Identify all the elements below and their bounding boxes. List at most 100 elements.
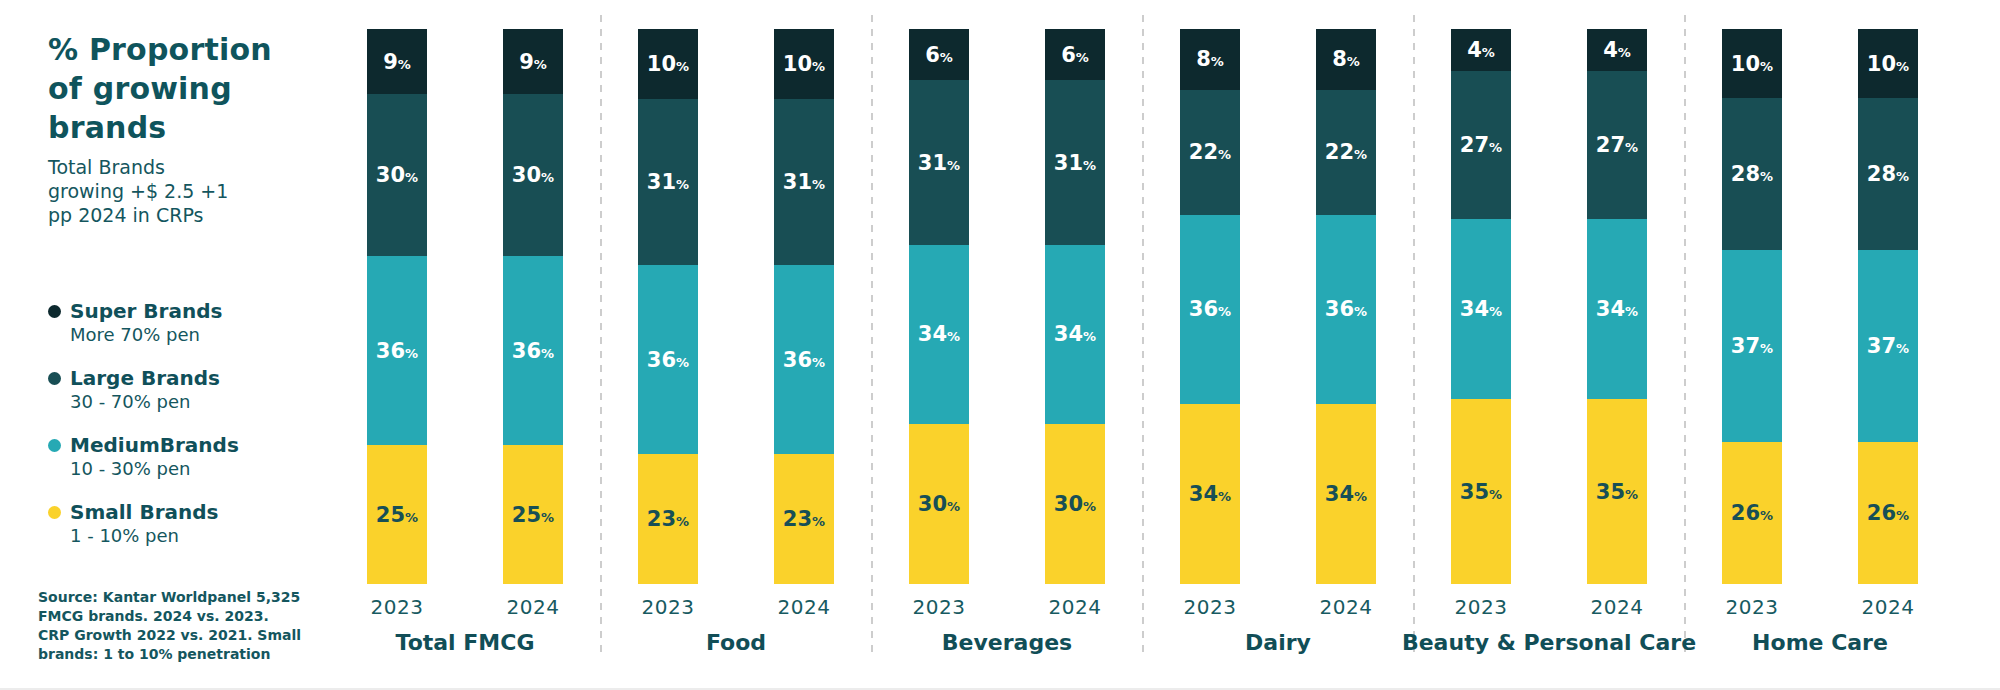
segment-value-label: 26% <box>1867 501 1909 525</box>
segment-value-label: 10% <box>647 52 689 76</box>
category-label: Home Care <box>1752 630 1888 655</box>
year-label: 2023 <box>909 595 969 619</box>
bar-segment: 9% <box>367 29 427 94</box>
stacked-bar: 8%22%36%34% <box>1180 29 1240 584</box>
year-label: 2024 <box>1587 595 1647 619</box>
bar-segment: 26% <box>1858 442 1918 584</box>
bar-segment: 34% <box>1587 219 1647 399</box>
bar-segment: 23% <box>774 454 834 584</box>
bar-segment: 36% <box>638 265 698 454</box>
bar-segment: 22% <box>1316 90 1376 215</box>
stacked-bar: 6% 31% 34% 30% <box>1045 29 1105 584</box>
bar-segment: 10% <box>1722 29 1782 98</box>
segment-value-label: 35% <box>1460 480 1502 504</box>
bar-segment: 31% <box>638 99 698 265</box>
bar-segment: 31% <box>774 99 834 265</box>
bar-segment: 30% <box>909 424 969 584</box>
segment-value-label: 36% <box>376 339 418 363</box>
segment-value-label: 10% <box>1731 52 1773 76</box>
segment-value-label: 31% <box>918 151 960 175</box>
segment-value-label: 23% <box>647 507 689 531</box>
bar-group: 10%31%36%23%202310%31%36%23%2024Food <box>638 29 834 669</box>
chart-canvas: % Proportion of growing brands Total Bra… <box>0 0 2000 690</box>
bar-segment: 6% <box>1045 29 1105 80</box>
bar-segment: 25% <box>503 445 563 584</box>
year-label: 2024 <box>1858 595 1918 619</box>
bar-segment: 31% <box>1045 80 1105 245</box>
segment-value-label: 34% <box>918 322 960 346</box>
bar-segment: 36% <box>503 256 563 445</box>
segment-value-label: 34% <box>1460 297 1502 321</box>
bar-segment: 34% <box>1316 404 1376 584</box>
segment-value-label: 4% <box>1603 38 1631 62</box>
segment-value-label: 34% <box>1325 482 1367 506</box>
year-label: 2023 <box>1180 595 1240 619</box>
segment-value-label: 28% <box>1867 162 1909 186</box>
bar-segment: 34% <box>1045 245 1105 424</box>
bar-segment: 36% <box>774 265 834 454</box>
segment-value-label: 30% <box>918 492 960 516</box>
segment-value-label: 6% <box>925 43 953 67</box>
stacked-bar: 6% 31% 34% 30% <box>909 29 969 584</box>
segment-value-label: 23% <box>783 507 825 531</box>
segment-value-label: 30% <box>376 163 418 187</box>
bar-segment: 34% <box>1180 404 1240 584</box>
segment-value-label: 31% <box>783 170 825 194</box>
bar-segment: 30% <box>367 94 427 256</box>
group-separator <box>1413 15 1415 657</box>
segment-value-label: 27% <box>1596 133 1638 157</box>
bar-group: 4%27%34%35%20234%27%34%35%2024Beauty & P… <box>1451 29 1647 669</box>
segment-value-label: 9% <box>519 50 547 74</box>
bar-segment: 36% <box>367 256 427 445</box>
bar-segment: 35% <box>1451 399 1511 584</box>
category-label: Beauty & Personal Care <box>1402 630 1696 655</box>
segment-value-label: 34% <box>1596 297 1638 321</box>
year-label: 2024 <box>774 595 834 619</box>
segment-value-label: 36% <box>783 348 825 372</box>
segment-value-label: 25% <box>376 503 418 527</box>
stacked-bar: 10%28%37%26% <box>1858 29 1918 584</box>
category-label: Total FMCG <box>396 630 535 655</box>
year-label: 2024 <box>1045 595 1105 619</box>
segment-value-label: 26% <box>1731 501 1773 525</box>
segment-value-label: 8% <box>1332 47 1360 71</box>
bar-segment: 37% <box>1722 250 1782 442</box>
segment-value-label: 36% <box>647 348 689 372</box>
stacked-bar: 10% 31% 36% 23% <box>638 29 698 584</box>
group-separator <box>1684 15 1686 657</box>
bar-group: 8%22%36%34%20238%22%36%34%2024Dairy <box>1180 29 1376 669</box>
year-label: 2023 <box>367 595 427 619</box>
segment-value-label: 36% <box>1189 297 1231 321</box>
segment-value-label: 27% <box>1460 133 1502 157</box>
segment-value-label: 22% <box>1325 140 1367 164</box>
segment-value-label: 4% <box>1467 38 1495 62</box>
bar-segment: 28% <box>1858 98 1918 249</box>
segment-value-label: 30% <box>1054 492 1096 516</box>
bar-segment: 26% <box>1722 442 1782 584</box>
bar-segment: 31% <box>909 80 969 245</box>
stacked-bar-chart: 9% 30% 36% 25% 2023 9% 30% 36% 25% 2024 Total FMCG… <box>0 0 2000 688</box>
stacked-bar: 9% 30% 36% 25% <box>503 29 563 584</box>
bar-segment: 8% <box>1316 29 1376 90</box>
segment-value-label: 6% <box>1061 43 1089 67</box>
segment-value-label: 37% <box>1867 334 1909 358</box>
bar-segment: 4% <box>1587 29 1647 71</box>
bar-group: 6%31%34%30%20236%31%34%30%2024Beverages <box>909 29 1105 669</box>
segment-value-label: 35% <box>1596 480 1638 504</box>
bar-segment: 25% <box>367 445 427 584</box>
year-label: 2023 <box>638 595 698 619</box>
bar-segment: 22% <box>1180 90 1240 215</box>
category-label: Dairy <box>1245 630 1311 655</box>
segment-value-label: 36% <box>512 339 554 363</box>
stacked-bar: 8% 22% 36% 34% <box>1316 29 1376 584</box>
bar-segment: 27% <box>1587 71 1647 219</box>
bar-segment: 28% <box>1722 98 1782 249</box>
stacked-bar: 10% 31% 36% 23% <box>774 29 834 584</box>
bar-segment: 6% <box>909 29 969 80</box>
group-separator <box>1142 15 1144 657</box>
bar-segment: 30% <box>503 94 563 256</box>
segment-value-label: 10% <box>783 52 825 76</box>
bar-segment: 37% <box>1858 250 1918 442</box>
segment-value-label: 31% <box>1054 151 1096 175</box>
bar-segment: 36% <box>1316 215 1376 404</box>
